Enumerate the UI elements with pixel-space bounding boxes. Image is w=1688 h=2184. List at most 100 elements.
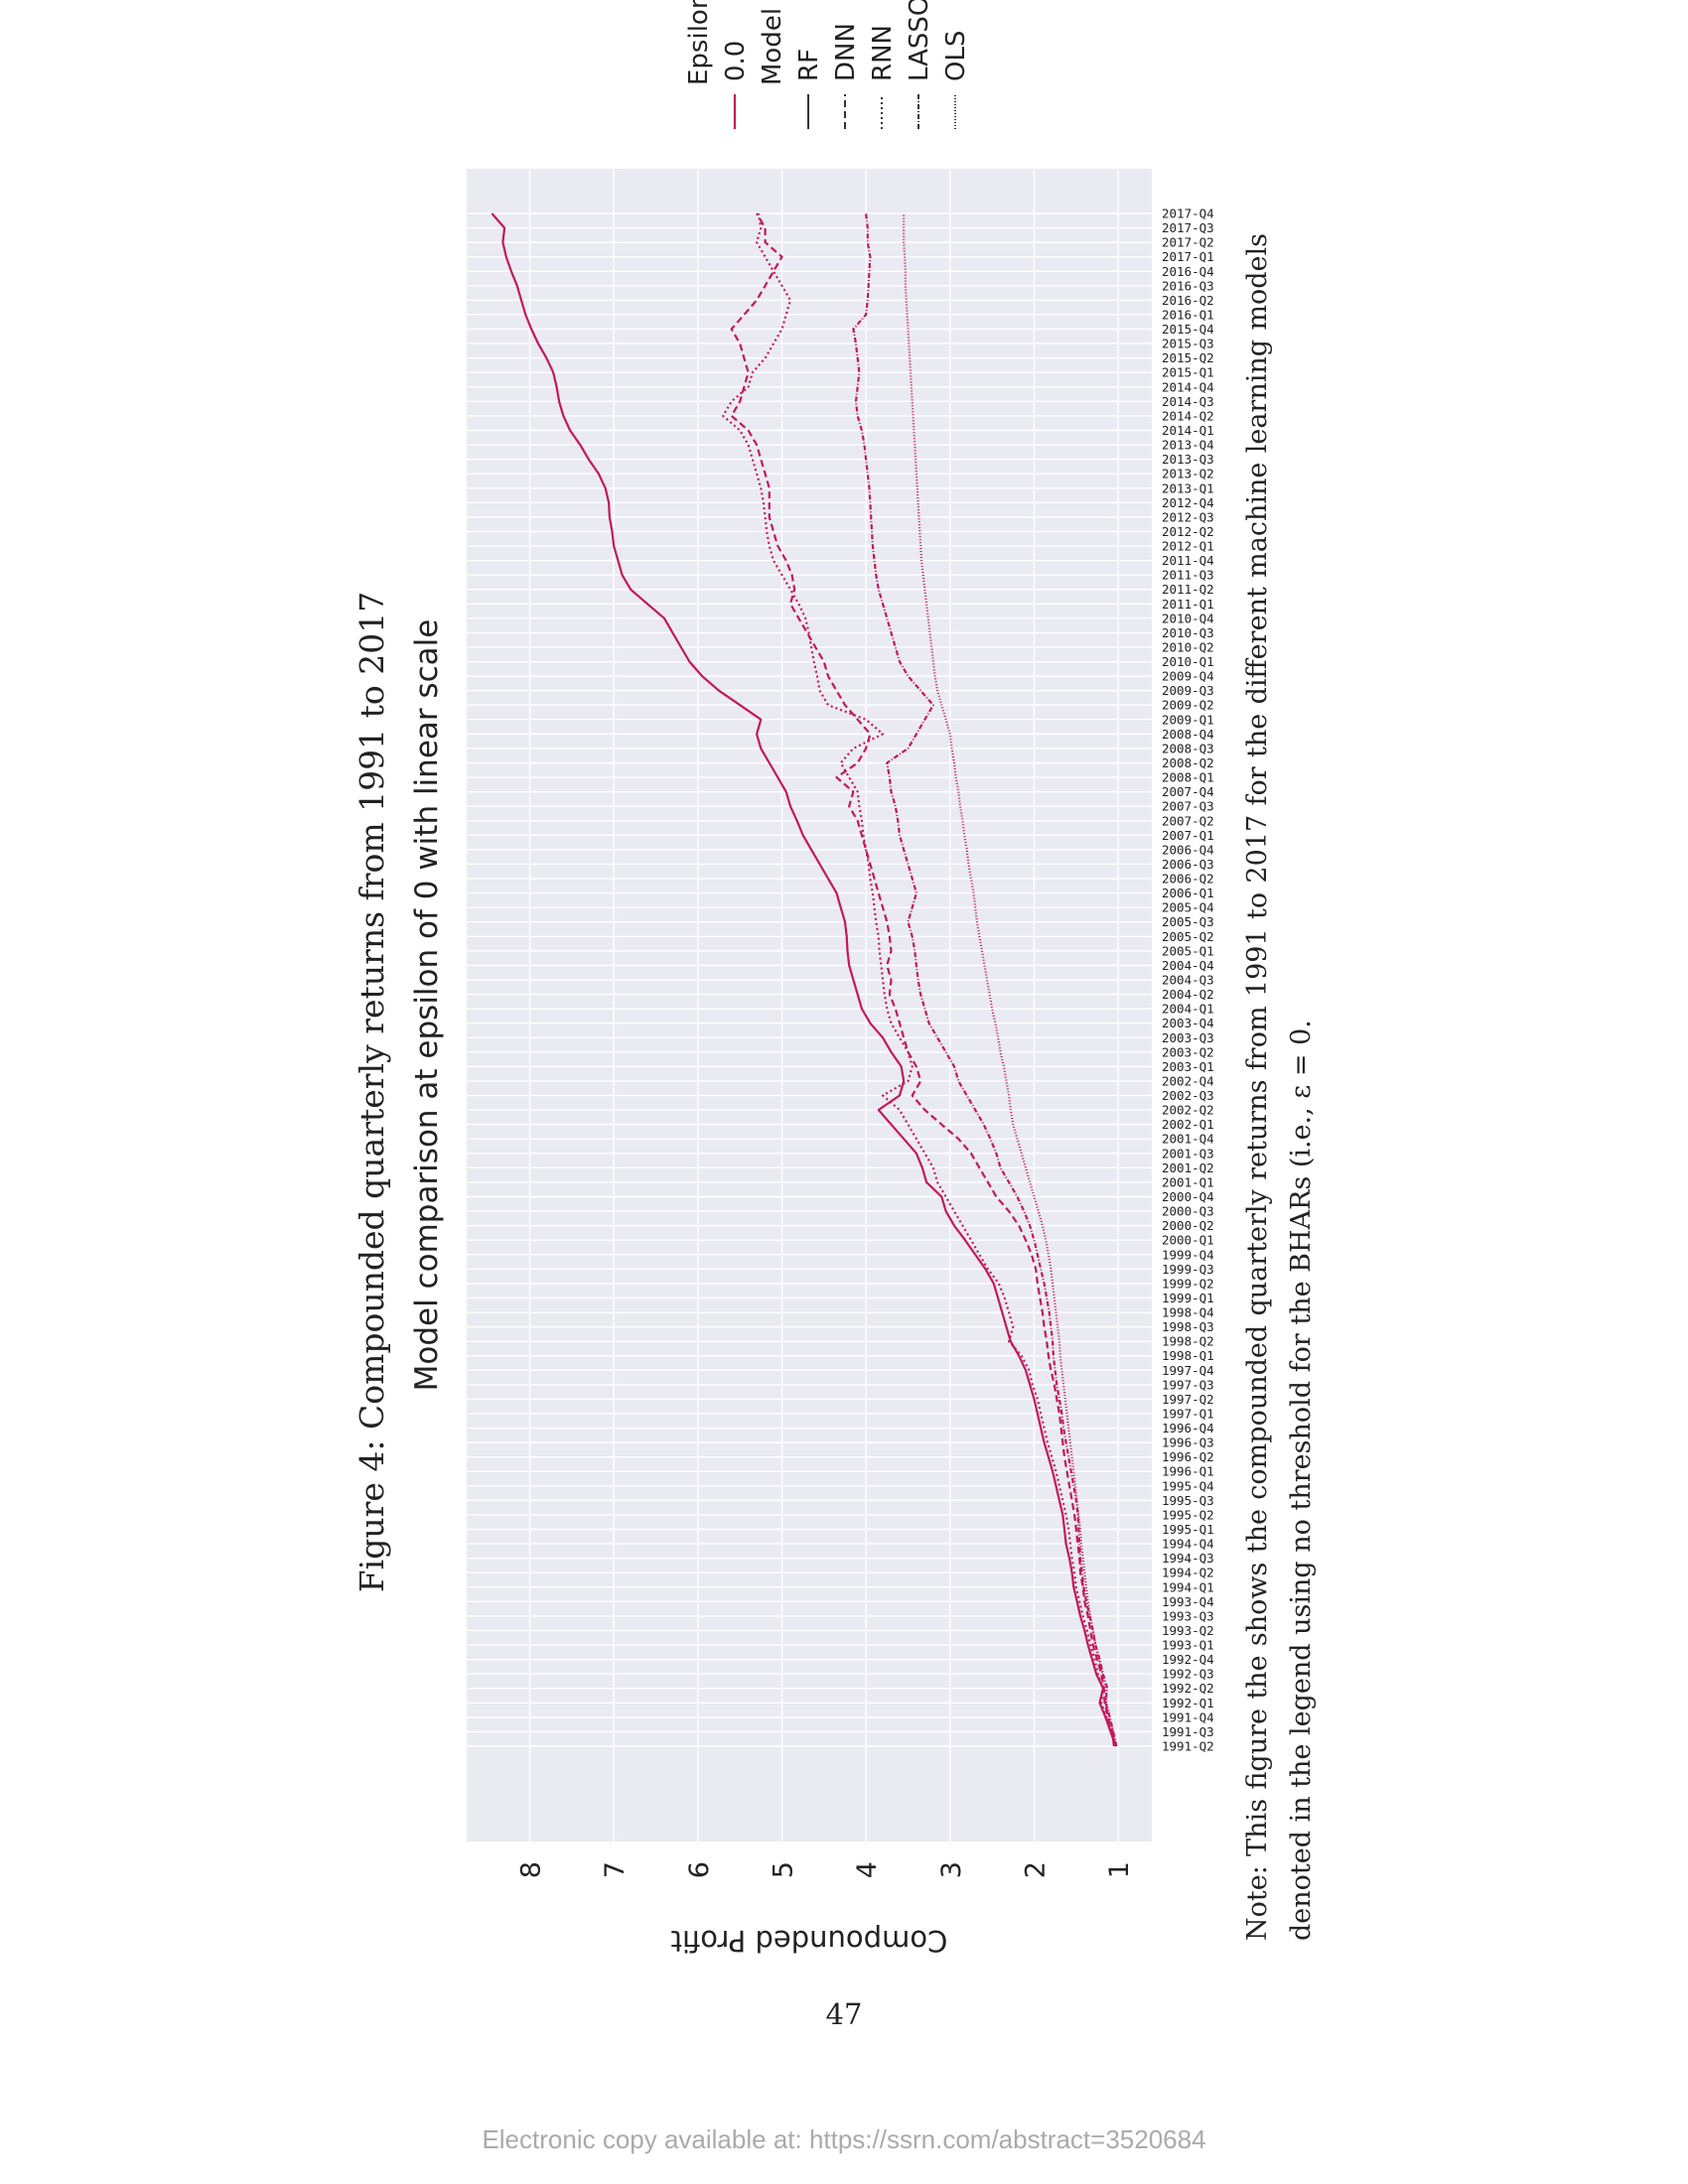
x-tick-label: 2003-Q1: [1162, 1059, 1214, 1074]
x-tick-label: 1996-Q1: [1162, 1464, 1214, 1479]
x-tick-label: 2015-Q1: [1162, 365, 1214, 380]
x-tick-label: 2004-Q4: [1162, 958, 1214, 973]
x-tick-label: 2010-Q4: [1162, 611, 1214, 625]
x-tick-label: 2008-Q3: [1162, 741, 1214, 755]
x-tick-label: 2007-Q3: [1162, 799, 1214, 814]
x-tick-label: 2012-Q4: [1162, 495, 1214, 510]
legend-entry-rnn: RNN: [868, 25, 898, 81]
x-tick-label: 2002-Q3: [1162, 1088, 1214, 1103]
x-tick-label: 1994-Q1: [1162, 1579, 1214, 1594]
x-tick-label: 2014-Q2: [1162, 408, 1214, 423]
x-tick-label: 2000-Q1: [1162, 1233, 1214, 1248]
legend-entry-lasso: LASSO: [905, 0, 934, 81]
x-tick-label: 2016-Q1: [1162, 307, 1214, 322]
x-tick-label: 2013-Q3: [1162, 452, 1214, 467]
x-tick-label: 2012-Q1: [1162, 539, 1214, 554]
x-tick-label: 1992-Q4: [1162, 1652, 1214, 1667]
x-tick-label: 2014-Q1: [1162, 423, 1214, 438]
x-tick-label: 1998-Q2: [1162, 1334, 1214, 1349]
x-tick-label: 2004-Q1: [1162, 1002, 1214, 1017]
x-tick-label: 1996-Q3: [1162, 1435, 1214, 1450]
x-tick-label: 1998-Q1: [1162, 1348, 1214, 1363]
y-tick-label: 8: [515, 1861, 546, 1878]
x-tick-label: 2006-Q3: [1162, 857, 1214, 872]
x-tick-label: 2011-Q4: [1162, 553, 1214, 568]
y-tick-label: 4: [852, 1861, 883, 1878]
x-tick-label: 2011-Q2: [1162, 582, 1214, 597]
x-tick-label: 2013-Q4: [1162, 438, 1214, 453]
x-tick-label: 1994-Q4: [1162, 1537, 1214, 1552]
x-tick-label: 2017-Q2: [1162, 235, 1214, 250]
x-tick-label: 2000-Q4: [1162, 1189, 1214, 1204]
x-tick-label: 2011-Q1: [1162, 597, 1214, 612]
x-tick-label: 2014-Q3: [1162, 394, 1214, 409]
y-tick-label: 3: [936, 1861, 967, 1878]
x-tick-label: 2005-Q1: [1162, 943, 1214, 958]
x-tick-label: 2001-Q1: [1162, 1174, 1214, 1189]
x-tick-label: 2009-Q4: [1162, 669, 1214, 684]
x-tick-label: 2007-Q2: [1162, 813, 1214, 828]
y-tick-label: 1: [1104, 1861, 1135, 1878]
x-tick-label: 2012-Q3: [1162, 509, 1214, 524]
x-tick-label: 2010-Q1: [1162, 654, 1214, 669]
x-tick-label: 1997-Q3: [1162, 1377, 1214, 1392]
x-tick-label: 1991-Q3: [1162, 1724, 1214, 1739]
x-tick-label: 1997-Q4: [1162, 1363, 1214, 1378]
x-tick-label: 2001-Q3: [1162, 1146, 1214, 1160]
x-tick-label: 2000-Q3: [1162, 1204, 1214, 1219]
x-tick-label: 2001-Q2: [1162, 1160, 1214, 1175]
x-tick-label: 2003-Q3: [1162, 1030, 1214, 1045]
y-tick-label: 2: [1020, 1861, 1051, 1878]
x-tick-label: 1998-Q4: [1162, 1305, 1214, 1320]
x-tick-label: 1992-Q3: [1162, 1667, 1214, 1682]
plot-area: [467, 169, 1152, 1842]
page-number: 47: [825, 1997, 863, 2031]
x-tick-label: 1995-Q1: [1162, 1522, 1214, 1537]
x-tick-label: 2015-Q3: [1162, 337, 1214, 351]
x-tick-label: 2016-Q4: [1162, 264, 1214, 279]
series-line-dnn: [730, 212, 1115, 1747]
x-tick-label: 2009-Q2: [1162, 698, 1214, 713]
legend-hue-title: Epsilon: [684, 0, 714, 85]
x-tick-label: 1996-Q4: [1162, 1421, 1214, 1435]
x-tick-label: 1991-Q4: [1162, 1709, 1214, 1724]
legend-entry-ols: OLS: [941, 31, 971, 81]
x-tick-label: 2006-Q4: [1162, 842, 1214, 857]
x-tick-label: 1992-Q2: [1162, 1681, 1214, 1696]
x-tick-label: 2002-Q1: [1162, 1117, 1214, 1132]
x-tick-label: 2011-Q3: [1162, 568, 1214, 583]
chart-title: Model comparison at epsilon of 0 with li…: [409, 619, 445, 1392]
x-tick-label: 1999-Q4: [1162, 1247, 1214, 1262]
x-tick-label: 2013-Q2: [1162, 467, 1214, 481]
x-tick-label: 2016-Q2: [1162, 293, 1214, 308]
x-tick-label: 2005-Q2: [1162, 929, 1214, 944]
x-tick-label: 2008-Q1: [1162, 770, 1214, 785]
x-tick-label: 2001-Q4: [1162, 1132, 1214, 1147]
x-tick-label: 2005-Q3: [1162, 914, 1214, 929]
x-tick-label: 1995-Q4: [1162, 1478, 1214, 1493]
figure-note: Note: This figure the shows the compound…: [1242, 233, 1317, 1941]
x-tick-label: 2004-Q2: [1162, 987, 1214, 1002]
x-tick-label: 1993-Q1: [1162, 1638, 1214, 1653]
x-tick-label: 1995-Q2: [1162, 1507, 1214, 1522]
x-tick-label: 2003-Q4: [1162, 1016, 1214, 1030]
x-tick-label: 2008-Q4: [1162, 727, 1214, 742]
x-tick-label: 1999-Q1: [1162, 1291, 1214, 1305]
legend-entry-epsilon: 0.0: [721, 41, 751, 81]
x-tick-label: 2008-Q2: [1162, 755, 1214, 770]
x-tick-label: 2015-Q2: [1162, 350, 1214, 365]
series-line-rnn: [722, 212, 1117, 1747]
x-tick-label: 2006-Q2: [1162, 872, 1214, 887]
x-tick-label: 2003-Q2: [1162, 1044, 1214, 1059]
x-tick-label: 1993-Q4: [1162, 1594, 1214, 1609]
x-tick-label: 2004-Q3: [1162, 973, 1214, 988]
y-tick-label: 7: [600, 1861, 631, 1878]
x-tick-label: 2007-Q4: [1162, 784, 1214, 799]
x-tick-label: 2013-Q1: [1162, 480, 1214, 495]
x-tick-label: 2016-Q3: [1162, 278, 1214, 293]
x-tick-label: 1999-Q3: [1162, 1262, 1214, 1277]
x-tick-label: 1999-Q2: [1162, 1276, 1214, 1291]
